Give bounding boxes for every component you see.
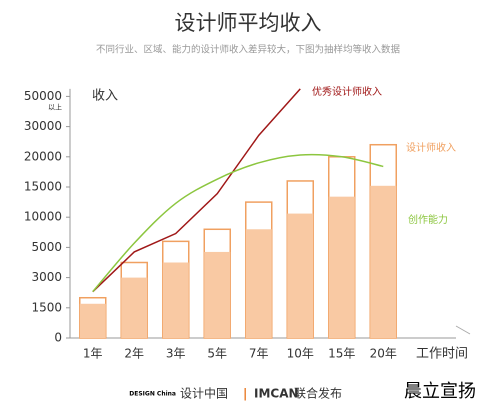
chart-title: 设计师平均收入 — [175, 11, 322, 35]
footer-separator: | — [243, 387, 247, 401]
y-tick-label: 10000 — [24, 210, 62, 224]
x-tick-label: 3年 — [166, 347, 186, 361]
watermark: 晨立宣扬 — [404, 381, 476, 402]
y-tick-label: 20000 — [24, 149, 62, 163]
line — [92, 88, 301, 293]
bar — [121, 277, 148, 338]
footer-brand: 设计中国 — [180, 386, 228, 401]
x-tick-label: 2年 — [124, 347, 144, 361]
y-tick-label: 50000 — [24, 89, 62, 103]
series-label: 优秀设计师收入 — [312, 85, 382, 98]
footer-note: 联合发布 — [294, 386, 342, 401]
x-tick-label: 10年 — [287, 347, 314, 361]
x-tick-label: 5年 — [207, 347, 227, 361]
bar — [162, 262, 189, 338]
x-tick-label: 20年 — [370, 347, 397, 361]
y-tick-label: 15000 — [24, 180, 62, 194]
series-label: 设计师收入 — [406, 141, 456, 154]
x-tick-label: 1年 — [83, 347, 103, 361]
x-tick-label: 15年 — [328, 347, 355, 361]
bar — [287, 213, 314, 338]
chart-subtitle: 不同行业、区域、能力的设计师收入差异较大，下图为抽样均等收入数据 — [96, 44, 401, 56]
x-tick-label: 7年 — [249, 347, 269, 361]
footer-partner: IMCAN — [254, 387, 299, 401]
y-tick-label: 3000 — [31, 270, 62, 284]
axis-arrow — [455, 325, 471, 335]
series-label: 创作能力 — [408, 213, 448, 226]
y-tick-label: 30000 — [24, 119, 62, 133]
y-axis-label: 收入 — [92, 89, 118, 104]
bar — [328, 196, 355, 338]
bar — [204, 251, 231, 338]
line — [92, 153, 384, 293]
bar — [370, 185, 397, 338]
y-tick-note: 以上 — [48, 102, 62, 111]
y-tick-label: 0 — [54, 331, 62, 345]
x-axis-label: 工作时间 — [416, 347, 468, 362]
bar — [79, 303, 106, 338]
bar — [245, 229, 272, 338]
y-tick-label: 1500 — [31, 300, 62, 314]
y-tick-label: 5000 — [31, 240, 62, 254]
footer-logo: DESIGN China — [129, 391, 176, 398]
